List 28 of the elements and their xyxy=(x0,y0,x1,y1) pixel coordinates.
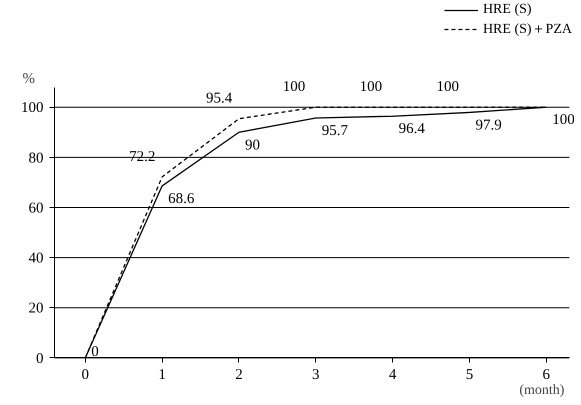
x-axis-title: (month) xyxy=(519,382,565,398)
legend-label: HRE (S) xyxy=(482,2,532,18)
y-tick-label: 20 xyxy=(28,300,44,317)
data-label: 100 xyxy=(436,79,459,96)
data-label: 100 xyxy=(282,79,306,96)
y-axis-title: % xyxy=(22,71,36,88)
x-tick-label: 6 xyxy=(542,366,551,383)
data-label: 90 xyxy=(244,137,260,154)
x-tick-label: 0 xyxy=(82,366,90,383)
x-tick-label: 4 xyxy=(388,366,397,383)
legend-label: HRE (S)＋PZA xyxy=(482,21,572,38)
data-label: 100 xyxy=(360,79,382,96)
y-tick-label: 100 xyxy=(21,100,44,116)
x-tick-label: 2 xyxy=(235,366,243,383)
data-label: 97.9 xyxy=(475,117,502,134)
y-tick-label: 80 xyxy=(28,150,44,166)
data-label: 68.6 xyxy=(168,190,195,207)
y-tick-label: 40 xyxy=(28,250,44,267)
x-tick-label: 5 xyxy=(466,366,474,383)
x-tick-label: 3 xyxy=(312,366,320,383)
x-tick-label: 1 xyxy=(158,366,166,383)
data-label: 96.4 xyxy=(398,121,426,138)
data-label: 95.4 xyxy=(206,90,233,107)
y-tick-label: 0 xyxy=(36,350,44,367)
data-label: 0 xyxy=(91,344,99,360)
data-label: 95.7 xyxy=(322,122,349,139)
y-tick-label: 60 xyxy=(28,200,44,216)
data-label: 100 xyxy=(552,112,575,128)
